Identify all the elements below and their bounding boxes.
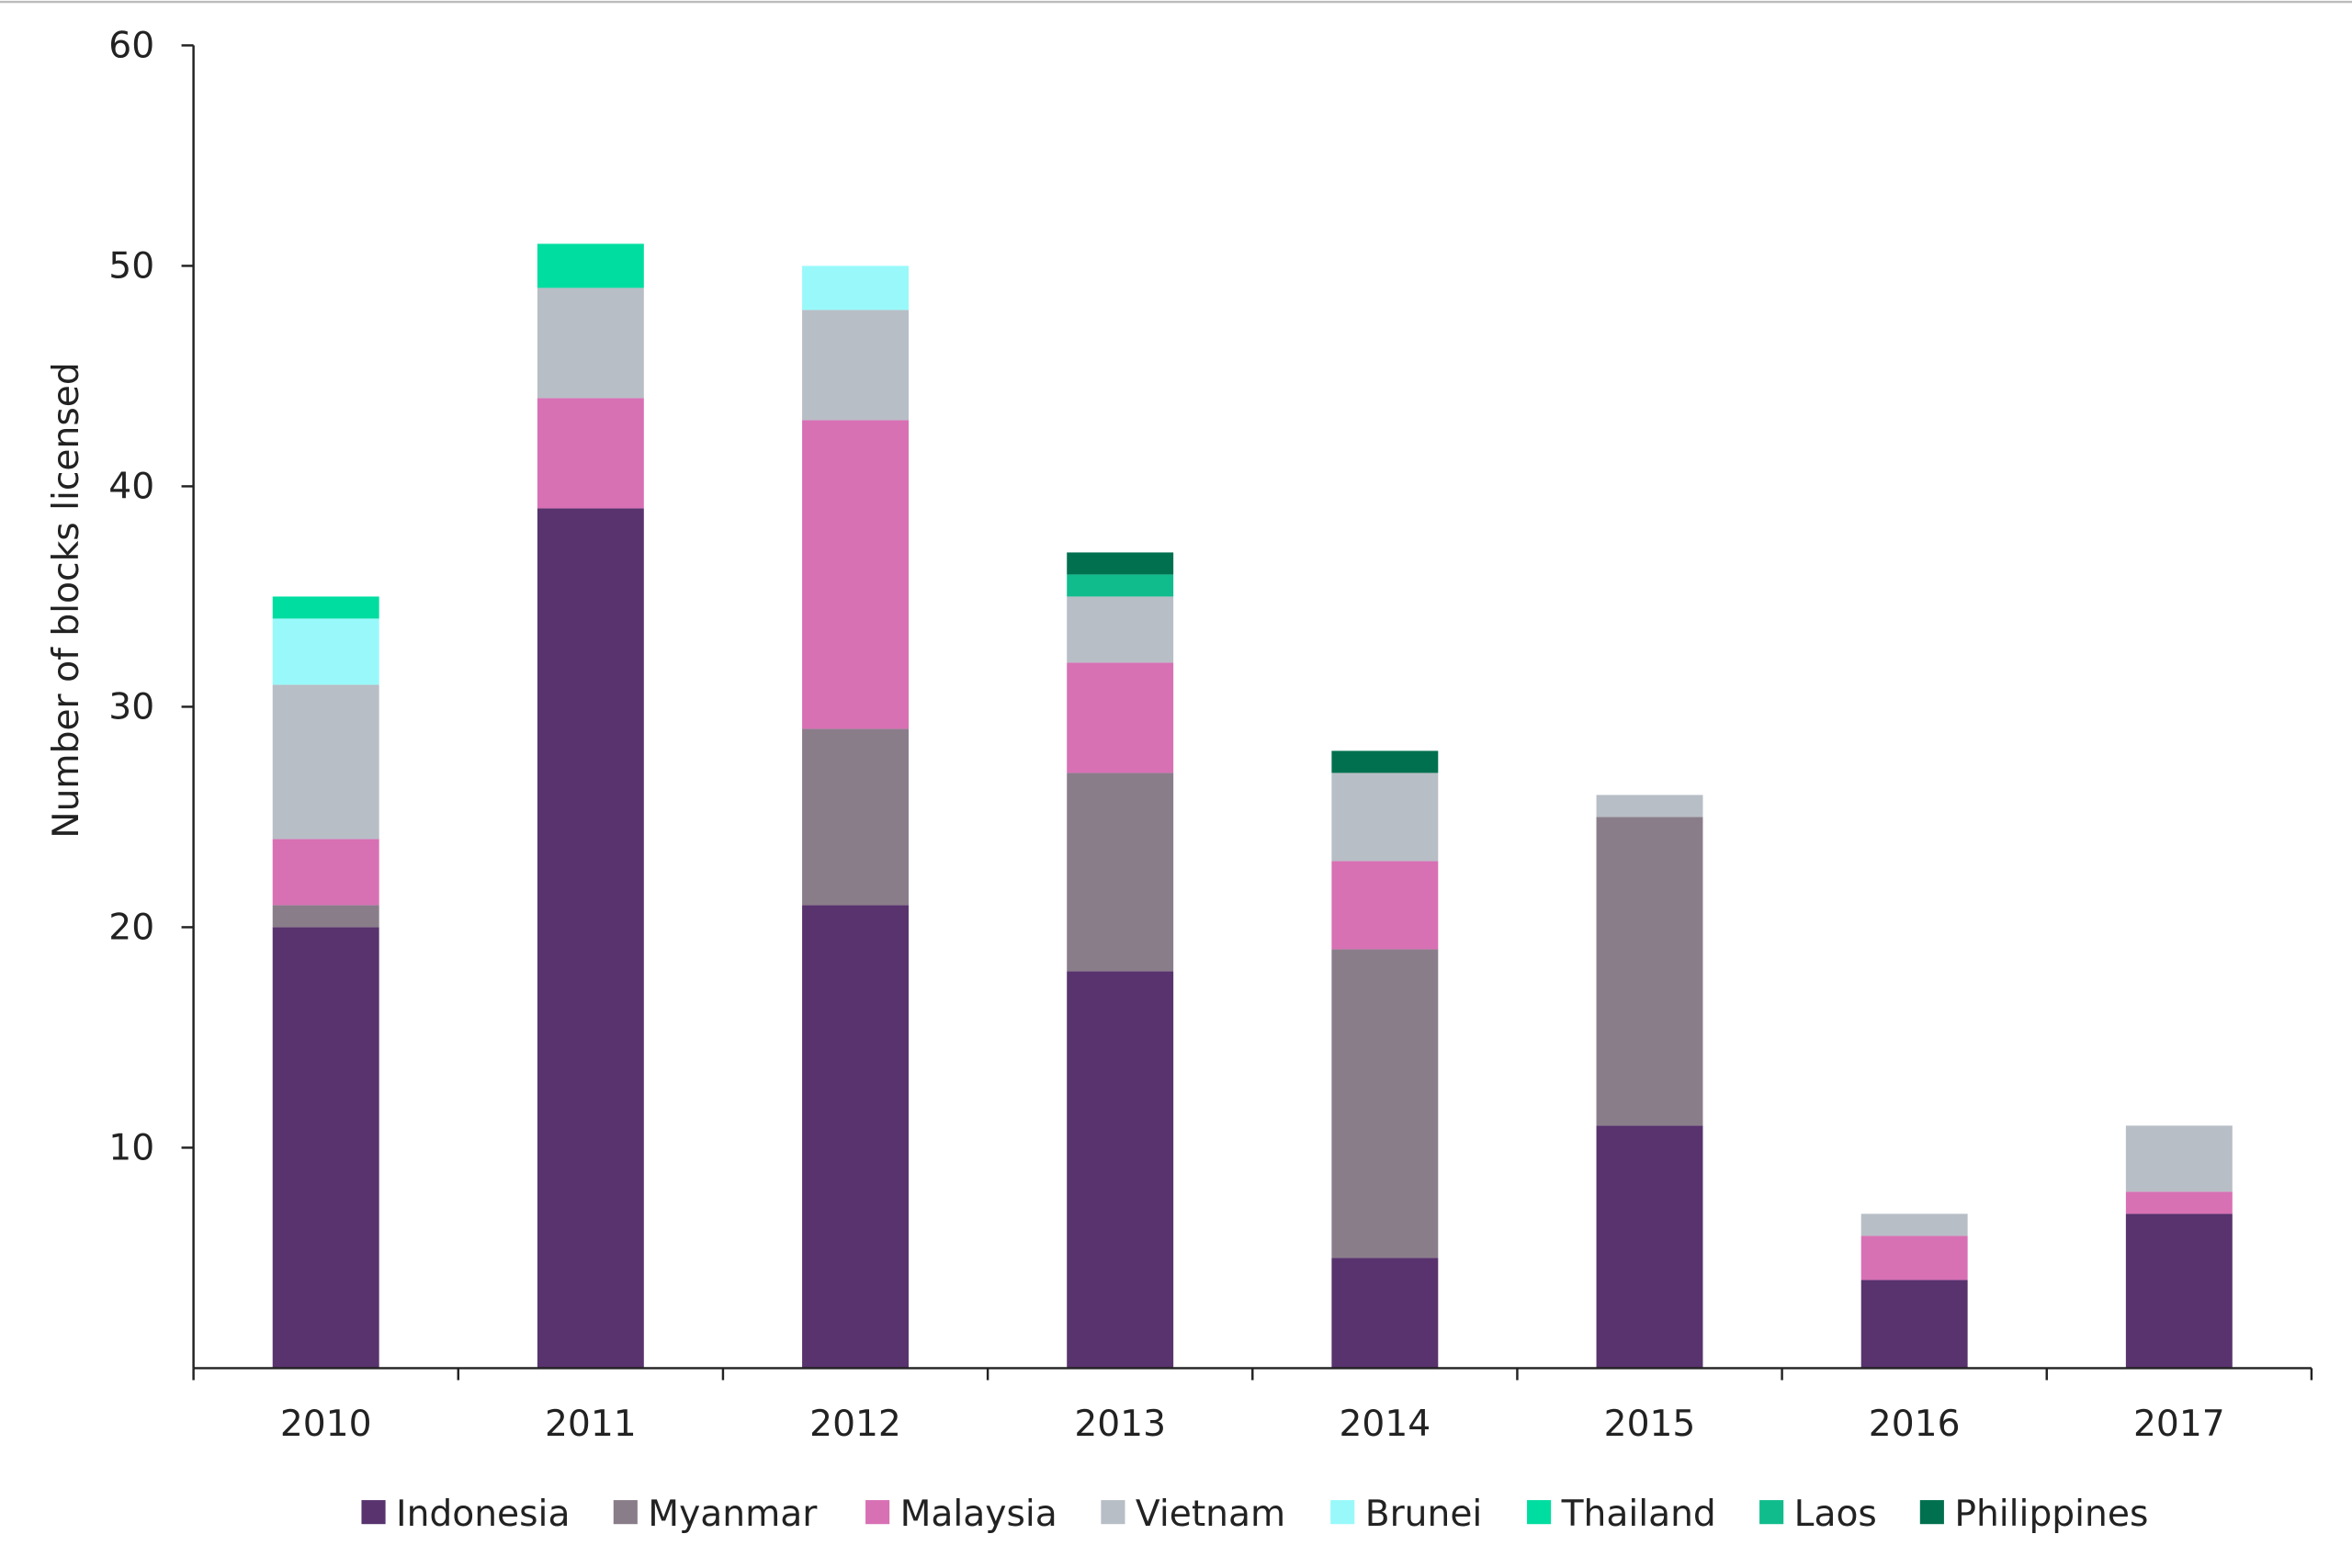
legend-item-malaysia: Malaysia <box>865 1494 1057 1535</box>
bar-segment-2016-malaysia <box>1860 1235 1968 1280</box>
bar-segment-2013-vietnam <box>1067 596 1174 663</box>
bar-segment-2011-thailand <box>537 243 644 288</box>
y-axis-label: Number of blocks licensed <box>46 362 87 838</box>
bar-segment-2012-vietnam <box>802 310 909 421</box>
bar-segment-2016-vietnam <box>1860 1213 1968 1236</box>
y-tick-label: 50 <box>108 245 154 287</box>
bar-segment-2011-vietnam <box>537 288 644 399</box>
bar-segment-2011-malaysia <box>537 398 644 509</box>
legend-swatch <box>1330 1500 1355 1525</box>
legend-item-brunei: Brunei <box>1330 1494 1482 1535</box>
x-tick-label: 2015 <box>1604 1404 1696 1445</box>
x-tick-label: 2010 <box>280 1404 372 1445</box>
bar-segment-2013-philippines <box>1067 552 1174 575</box>
legend-item-indonesia: Indonesia <box>361 1494 570 1535</box>
bar-segment-2017-vietnam <box>2125 1125 2233 1192</box>
bar-segment-2012-myanmar <box>802 728 909 906</box>
bar-segment-2014-myanmar <box>1331 949 1439 1258</box>
bar-segment-2011-indonesia <box>537 508 644 1369</box>
bar-segment-2014-indonesia <box>1331 1258 1439 1369</box>
x-tick-label: 2014 <box>1339 1404 1430 1445</box>
y-tick-label: 60 <box>108 25 154 66</box>
x-tick-label: 2017 <box>2133 1404 2225 1445</box>
bar-segment-2012-brunei <box>802 265 909 310</box>
y-tick-label: 30 <box>108 686 154 728</box>
legend-item-laos: Laos <box>1759 1494 1877 1535</box>
legend-label: Vietnam <box>1136 1494 1285 1535</box>
legend-swatch <box>613 1500 638 1525</box>
legend-label: Myanmar <box>648 1494 818 1535</box>
bar-segment-2010-malaysia <box>272 839 379 906</box>
bar-segment-2014-philippines <box>1331 750 1439 773</box>
legend-label: Malaysia <box>900 1494 1057 1535</box>
bar-segment-2013-myanmar <box>1067 773 1174 972</box>
legend: Indonesia Myanmar Malaysia Vietnam Brunei Tha… <box>361 1494 2148 1535</box>
legend-label: Thailand <box>1561 1494 1716 1535</box>
bar-segment-2012-indonesia <box>802 905 909 1369</box>
bar-segment-2016-indonesia <box>1860 1280 1968 1369</box>
x-tick-label: 2016 <box>1869 1404 1961 1445</box>
bars-layer <box>272 243 2233 1369</box>
legend-swatch <box>361 1500 386 1525</box>
bar-segment-2015-myanmar <box>1596 817 1703 1126</box>
legend-item-thailand: Thailand <box>1527 1494 1716 1535</box>
bar-segment-2014-malaysia <box>1331 861 1439 950</box>
legend-item-vietnam: Vietnam <box>1101 1494 1285 1535</box>
legend-item-philippines: Philippines <box>1919 1494 2148 1535</box>
x-tick-label: 2013 <box>1074 1404 1166 1445</box>
legend-swatch <box>1759 1500 1784 1525</box>
legend-swatch <box>1527 1500 1552 1525</box>
legend-item-myanmar: Myanmar <box>613 1494 818 1535</box>
y-tick-label: 40 <box>108 466 154 507</box>
legend-label: Indonesia <box>396 1494 570 1535</box>
bar-segment-2015-indonesia <box>1596 1125 1703 1369</box>
bar-segment-2010-vietnam <box>272 684 379 840</box>
legend-label: Laos <box>1794 1494 1877 1535</box>
legend-label: Philippines <box>1954 1494 2148 1535</box>
bar-segment-2010-indonesia <box>272 927 379 1369</box>
x-tick-label: 2011 <box>545 1404 637 1445</box>
bar-segment-2015-vietnam <box>1596 795 1703 818</box>
legend-label: Brunei <box>1365 1494 1483 1535</box>
bar-segment-2012-malaysia <box>802 420 909 729</box>
bar-segment-2010-thailand <box>272 596 379 619</box>
bar-segment-2014-vietnam <box>1331 773 1439 862</box>
bar-segment-2010-myanmar <box>272 905 379 928</box>
legend-swatch <box>1101 1500 1125 1525</box>
bar-segment-2013-laos <box>1067 574 1174 597</box>
axes-layer: 2010 2011 2012 2013 2014 2015 2016 2017 10 20 30 40… <box>108 25 2313 1445</box>
x-tick-label: 2012 <box>809 1404 901 1445</box>
bar-segment-2017-malaysia <box>2125 1191 2233 1214</box>
y-tick-label: 10 <box>108 1127 154 1168</box>
legend-swatch <box>865 1500 890 1525</box>
bar-segment-2013-malaysia <box>1067 662 1174 773</box>
bar-segment-2010-brunei <box>272 618 379 685</box>
y-tick-label: 20 <box>108 907 154 948</box>
bar-segment-2017-indonesia <box>2125 1213 2233 1369</box>
bar-segment-2013-indonesia <box>1067 971 1174 1369</box>
legend-swatch <box>1919 1500 1944 1525</box>
